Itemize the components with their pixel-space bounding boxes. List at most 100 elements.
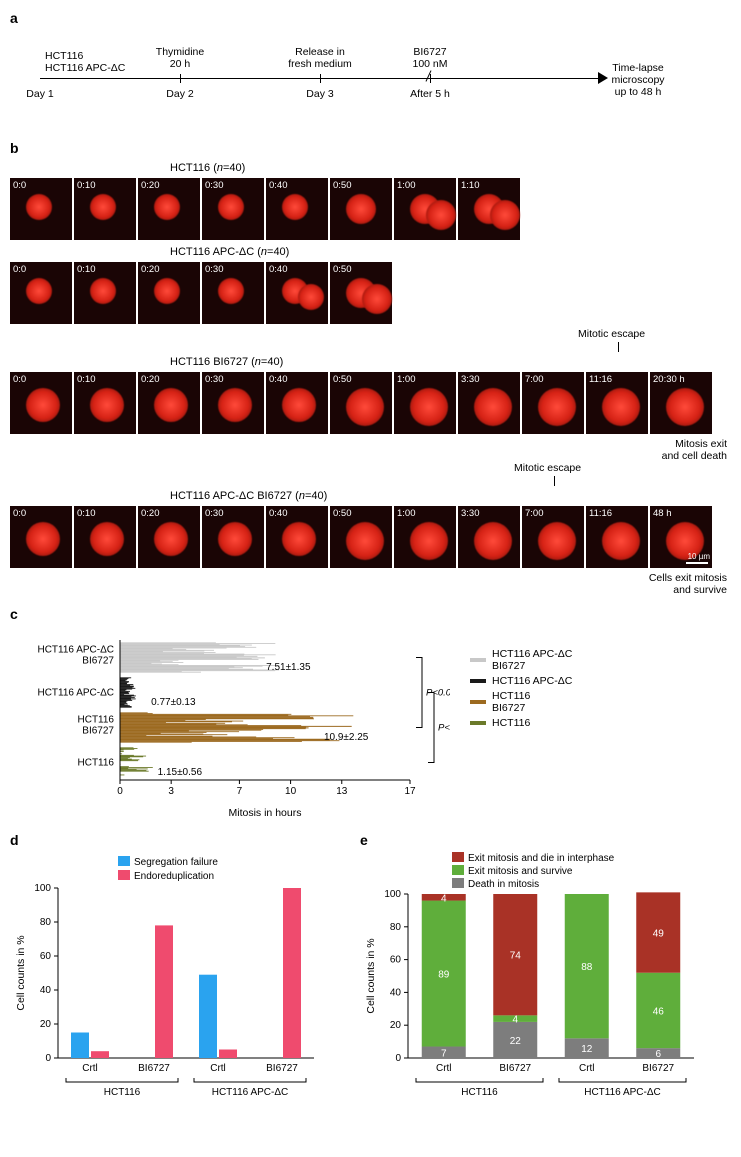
panel-c-group-label: HCT116 APC-ΔCBI6727 [37,645,114,667]
row-outcome-annot: Cells exit mitosis and survive [10,572,727,596]
frame-timestamp: 0:10 [77,374,96,385]
panel-e: e Exit mitosis and die in interphaseExit… [360,832,700,1105]
timeline-event-above: Thymidine 20 h [156,46,204,70]
svg-text:40: 40 [40,985,52,996]
svg-text:HCT116 APC-ΔC: HCT116 APC-ΔC [584,1087,661,1098]
bar [91,1051,109,1058]
svg-text:3: 3 [168,786,174,797]
frame-timestamp: 0:40 [269,264,288,275]
frame-timestamp: 0:10 [77,508,96,519]
panel-c-group-label: HCT116 [78,758,115,769]
panel-c-mean-label: 10.9±2.25 [324,732,369,743]
microscopy-frame: 0:30 [202,372,264,434]
microscopy-frame: 1:10 [458,178,520,240]
svg-text:BI6727: BI6727 [138,1063,170,1074]
segment-value: 46 [653,1006,665,1017]
frame-timestamp: 0:20 [141,180,160,191]
bar [199,975,217,1058]
bar [219,1050,237,1059]
frame-timestamp: 0:50 [333,374,352,385]
frame-timestamp: 7:00 [525,374,544,385]
frame-timestamp: 1:00 [397,374,416,385]
panel-b: b HCT116 (n=40)0:00:100:200:300:400:501:… [10,140,731,596]
svg-text:13: 13 [336,786,348,797]
panel-d-chart: Segregation failureEndoreduplication0204… [10,852,320,1102]
svg-text:0: 0 [117,786,123,797]
frame-timestamp: 0:0 [13,374,26,385]
microscopy-frame: 0:20 [138,372,200,434]
timeline-event-below: After 5 h [410,88,450,100]
microscopy-row-title: HCT116 APC-ΔC BI6727 (n=40) [170,490,731,502]
microscopy-frame: 0:0 [10,178,72,240]
timeline-event-above: Release in fresh medium [288,46,352,70]
frame-timestamp: 0:0 [13,264,26,275]
microscopy-frame: 0:30 [202,178,264,240]
svg-text:10: 10 [285,786,297,797]
microscopy-frame: 0:40 [266,178,328,240]
microscopy-frame: 0:40 [266,506,328,568]
panel-c-mean-label: 0.77±0.13 [151,697,196,708]
svg-text:60: 60 [390,955,402,966]
svg-text:17: 17 [404,786,416,797]
svg-text:0: 0 [45,1053,51,1064]
microscopy-frame: 0:50 [330,262,392,324]
microscopy-row-title: HCT116 (n=40) [170,162,731,174]
segment-value: 89 [438,970,450,981]
frame-timestamp: 0:0 [13,508,26,519]
panel-e-label: e [360,832,700,848]
microscopy-frame: 0:30 [202,506,264,568]
frame-timestamp: 1:00 [397,508,416,519]
frame-timestamp: 0:50 [333,264,352,275]
microscopy-row: 0:00:100:200:300:400:501:003:307:0011:16… [10,506,731,568]
svg-text:Crtl: Crtl [210,1063,226,1074]
microscopy-frame: 0:20 [138,178,200,240]
frame-timestamp: 1:10 [461,180,480,191]
panel-c-mean-label: 7.51±1.35 [266,662,311,673]
svg-text:Crtl: Crtl [579,1063,595,1074]
frame-timestamp: 0:30 [205,264,224,275]
frame-timestamp: 11:16 [589,508,612,519]
frame-timestamp: 0:20 [141,264,160,275]
frame-timestamp: 1:00 [397,180,416,191]
segment-value: 22 [510,1036,522,1047]
svg-text:BI6727: BI6727 [266,1063,298,1074]
microscopy-frame: 0:40 [266,372,328,434]
microscopy-row: 0:00:100:200:300:400:501:001:10 [10,178,731,240]
microscopy-frame: 20:30 h [650,372,712,434]
panel-c: c HCT116 APC-ΔCBI6727 7.51±1.35 HCT116 APC… [10,606,731,820]
panel-c-label: c [10,606,731,622]
scale-bar-label: 10 µm [688,552,710,561]
legend-item: HCT116 APC-ΔC [470,675,572,687]
frame-timestamp: 0:30 [205,508,224,519]
svg-text:40: 40 [390,987,402,998]
legend-item: Endoreduplication [134,871,214,882]
microscopy-frame: 1:00 [394,506,456,568]
svg-text:20: 20 [390,1020,402,1031]
microscopy-frame: 7:00 [522,372,584,434]
panel-c-legend: HCT116 APC-ΔC BI6727HCT116 APC-ΔCHCT116 … [470,648,572,732]
microscopy-frame: 0:10 [74,262,136,324]
svg-text:Crtl: Crtl [82,1063,98,1074]
panel-c-mean-label: 1.15±0.56 [158,767,203,778]
microscopy-frame: 0:10 [74,372,136,434]
microscopy-frame: 0:10 [74,506,136,568]
frame-timestamp: 7:00 [525,508,544,519]
svg-text:80: 80 [40,917,52,928]
timeline-arrowhead [598,72,608,84]
panel-b-label: b [10,140,731,156]
microscopy-row: 0:0 0:10 0:20 0:30 0:40 0:50 [10,262,731,324]
frame-timestamp: 0:40 [269,180,288,191]
y-axis-label: Cell counts in % [365,938,377,1013]
frame-timestamp: 11:16 [589,374,612,385]
timeline-event-below: Day 2 [166,88,193,100]
frame-timestamp: 0:30 [205,374,224,385]
svg-text:60: 60 [40,951,52,962]
microscopy-frame: 3:30 [458,372,520,434]
svg-text:P<0.001: P<0.001 [438,723,450,734]
segment-value: 4 [512,1015,518,1026]
panel-d-label: d [10,832,320,848]
svg-text:HCT116: HCT116 [461,1087,498,1098]
svg-text:100: 100 [34,883,51,894]
microscopy-frame: 0:50 [330,178,392,240]
svg-text:Crtl: Crtl [436,1063,452,1074]
